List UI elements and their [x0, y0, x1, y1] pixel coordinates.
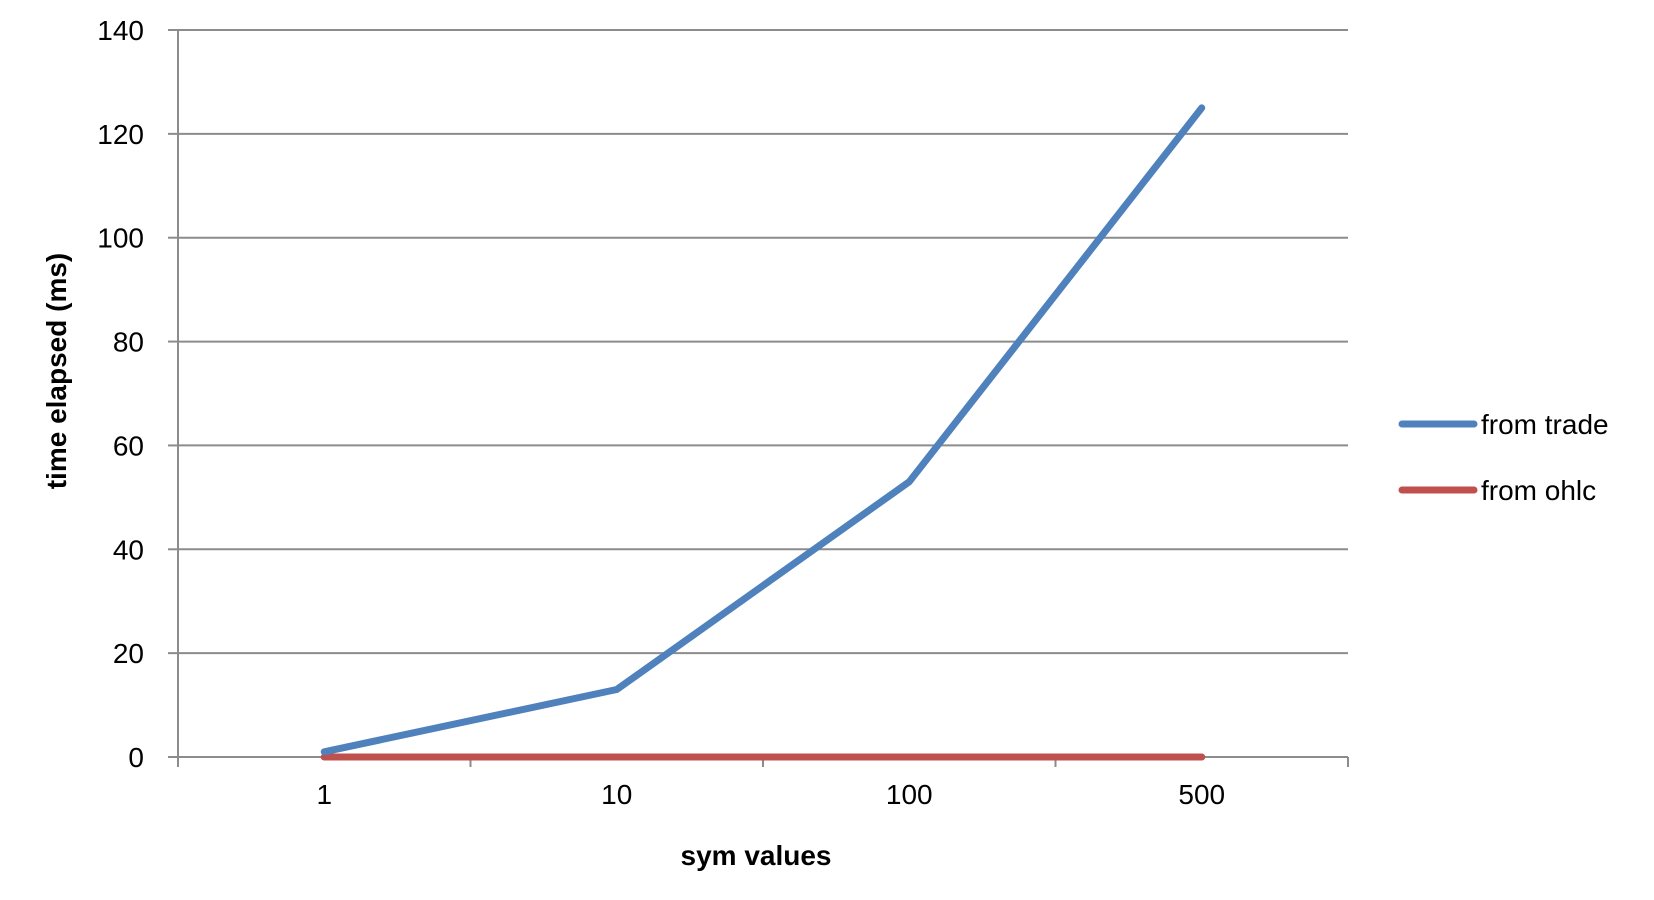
y-axis-ticks: 0 20 40 60 80 100 120 140: [97, 15, 178, 773]
y-tick-label: 20: [113, 638, 144, 669]
y-tick-label: 140: [97, 15, 144, 46]
legend-label: from ohlc: [1481, 475, 1596, 506]
y-tick-label: 40: [113, 534, 144, 565]
series-line-from-trade: [320, 104, 1206, 756]
x-tick-label: 100: [886, 779, 933, 810]
y-tick-label: 120: [97, 119, 144, 150]
series-lines: [320, 104, 1206, 761]
x-tick-label: 500: [1178, 779, 1225, 810]
y-tick-label: 80: [113, 327, 144, 358]
y-tick-label: 0: [128, 742, 144, 773]
legend: from trade from ohlc: [1398, 409, 1609, 506]
y-tick-label: 100: [97, 223, 144, 254]
legend-label: from trade: [1481, 409, 1609, 440]
x-tick-label: 10: [601, 779, 632, 810]
x-axis-ticks: 1 10 100 500: [177, 757, 1349, 810]
x-tick-label: 1: [316, 779, 332, 810]
gridlines: [178, 29, 1348, 655]
y-tick-label: 60: [113, 430, 144, 461]
y-axis-title: time elapsed (ms): [41, 253, 72, 490]
x-axis-title: sym values: [681, 840, 832, 871]
axes: [177, 30, 1348, 758]
